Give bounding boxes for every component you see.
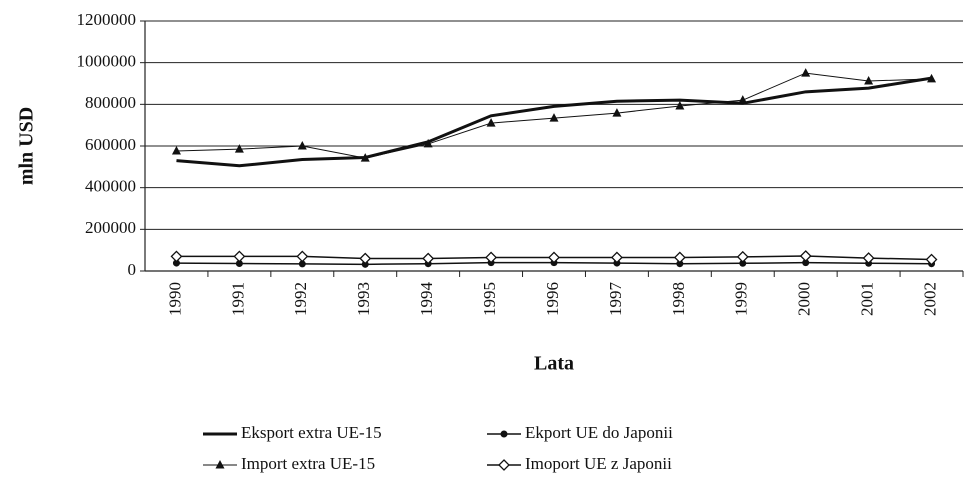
data-point xyxy=(549,113,559,122)
x-tick-label: 1998 xyxy=(669,282,688,316)
data-point xyxy=(738,95,748,104)
data-point xyxy=(171,146,181,155)
x-tick-label: 1993 xyxy=(354,282,373,316)
data-point xyxy=(298,260,306,268)
y-tick-label: 0 xyxy=(128,260,137,279)
legend-label: Eksport extra UE-15 xyxy=(241,423,382,442)
y-tick-label: 1200000 xyxy=(77,10,137,29)
x-tick-label: 2001 xyxy=(858,282,877,316)
data-point xyxy=(360,153,370,162)
data-point xyxy=(422,252,435,265)
data-point xyxy=(485,251,497,264)
data-point xyxy=(359,252,372,265)
x-tick-label: 1995 xyxy=(480,282,499,316)
data-point xyxy=(673,251,686,264)
y-tick-label: 1000000 xyxy=(77,52,137,71)
y-axis-label: mln USD xyxy=(16,107,38,185)
x-tick-label: 1999 xyxy=(732,282,751,316)
data-point xyxy=(675,101,685,110)
data-point xyxy=(486,118,496,127)
data-point xyxy=(739,259,747,267)
series-line xyxy=(176,76,932,168)
data-point xyxy=(864,76,874,85)
x-tick-label: 1990 xyxy=(165,282,184,316)
data-point xyxy=(612,108,622,117)
x-tick-label: 2000 xyxy=(795,282,814,316)
x-tick-label: 1997 xyxy=(606,282,625,317)
x-tick-label: 1996 xyxy=(543,282,562,316)
data-point xyxy=(233,250,246,263)
data-point xyxy=(296,250,309,263)
legend-label: Ekport UE do Japonii xyxy=(525,423,673,442)
x-tick-label: 1994 xyxy=(417,282,436,317)
data-point xyxy=(927,73,937,83)
data-point xyxy=(423,138,433,148)
data-point xyxy=(799,250,812,262)
data-point xyxy=(234,144,244,153)
data-point xyxy=(611,251,623,264)
legend-marker xyxy=(498,459,510,471)
data-point xyxy=(925,253,938,266)
data-point xyxy=(172,259,180,267)
legend-marker xyxy=(215,460,225,469)
data-point xyxy=(736,250,749,263)
data-point xyxy=(802,259,810,267)
data-point xyxy=(297,141,307,150)
data-point xyxy=(676,260,684,268)
y-tick-label: 200000 xyxy=(85,218,136,237)
data-point xyxy=(801,68,811,77)
data-point xyxy=(235,260,243,267)
x-axis-label: Lata xyxy=(534,353,574,375)
legend-marker xyxy=(500,430,508,438)
legend-label: Import extra UE-15 xyxy=(241,454,375,473)
data-point xyxy=(170,250,183,263)
y-tick-label: 600000 xyxy=(85,135,136,154)
x-tick-label: 1991 xyxy=(228,282,247,316)
x-tick-label: 1992 xyxy=(291,282,310,316)
data-point xyxy=(862,252,875,265)
x-tick-label: 2002 xyxy=(920,282,939,316)
y-tick-label: 800000 xyxy=(85,93,136,112)
legend-label: Imoport UE z Japonii xyxy=(525,454,672,473)
data-point xyxy=(548,251,560,264)
y-tick-label: 400000 xyxy=(85,177,136,196)
